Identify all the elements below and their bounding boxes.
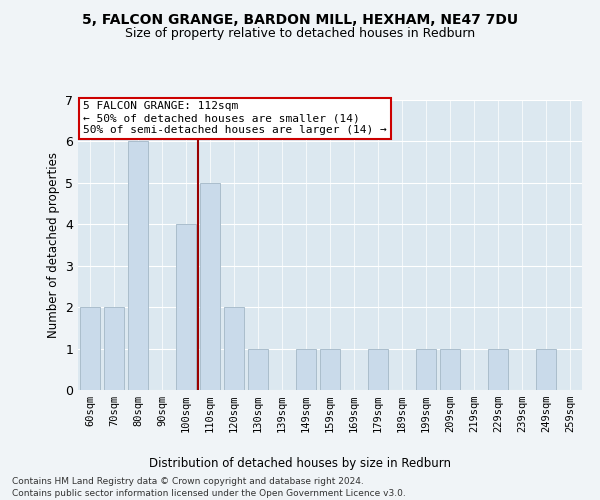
Bar	[320, 348, 340, 390]
Bar	[296, 348, 316, 390]
Bar	[80, 307, 100, 390]
Bar	[440, 348, 460, 390]
Bar	[488, 348, 508, 390]
Text: 5, FALCON GRANGE, BARDON MILL, HEXHAM, NE47 7DU: 5, FALCON GRANGE, BARDON MILL, HEXHAM, N…	[82, 12, 518, 26]
Text: Distribution of detached houses by size in Redburn: Distribution of detached houses by size …	[149, 458, 451, 470]
Bar	[536, 348, 556, 390]
Text: Size of property relative to detached houses in Redburn: Size of property relative to detached ho…	[125, 28, 475, 40]
Bar	[416, 348, 436, 390]
Bar	[104, 307, 124, 390]
Text: Contains public sector information licensed under the Open Government Licence v3: Contains public sector information licen…	[12, 489, 406, 498]
Bar	[128, 142, 148, 390]
Bar	[248, 348, 268, 390]
Text: 5 FALCON GRANGE: 112sqm
← 50% of detached houses are smaller (14)
50% of semi-de: 5 FALCON GRANGE: 112sqm ← 50% of detache…	[83, 102, 387, 134]
Y-axis label: Number of detached properties: Number of detached properties	[47, 152, 59, 338]
Bar	[368, 348, 388, 390]
Bar	[200, 183, 220, 390]
Text: Contains HM Land Registry data © Crown copyright and database right 2024.: Contains HM Land Registry data © Crown c…	[12, 478, 364, 486]
Bar	[176, 224, 196, 390]
Bar	[224, 307, 244, 390]
